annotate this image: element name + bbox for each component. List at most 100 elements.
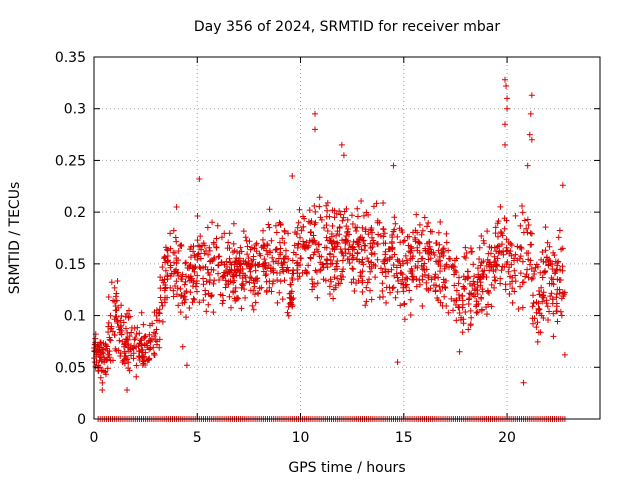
- data-point: [476, 244, 483, 251]
- data-point: [181, 299, 188, 306]
- data-point: [465, 326, 472, 333]
- data-point: [411, 234, 418, 241]
- data-point: [272, 222, 279, 229]
- data-point: [511, 267, 518, 274]
- data-point: [282, 247, 289, 254]
- data-point: [300, 223, 307, 230]
- data-point: [506, 291, 513, 298]
- data-point: [225, 239, 232, 246]
- data-point: [291, 242, 298, 249]
- data-point: [133, 331, 140, 338]
- data-point: [309, 286, 316, 293]
- data-point: [440, 279, 447, 286]
- data-point: [315, 241, 322, 248]
- data-point: [548, 290, 555, 297]
- data-point: [460, 283, 467, 290]
- data-point: [288, 275, 295, 282]
- data-point: [365, 258, 372, 265]
- data-point: [442, 285, 449, 292]
- data-point: [205, 269, 212, 276]
- data-point: [395, 278, 402, 285]
- data-point: [439, 302, 446, 309]
- data-point: [394, 256, 401, 263]
- data-point: [361, 247, 368, 254]
- data-point: [191, 296, 198, 303]
- data-point: [284, 264, 291, 271]
- data-point: [546, 308, 553, 315]
- data-point: [342, 238, 349, 245]
- data-point: [550, 276, 557, 283]
- data-point: [404, 275, 411, 282]
- data-point: [455, 291, 462, 298]
- data-point: [209, 219, 216, 226]
- data-point: [537, 269, 544, 276]
- data-point: [310, 251, 317, 258]
- data-point: [244, 243, 251, 250]
- data-point: [476, 256, 483, 263]
- y-tick-label: 0.05: [55, 360, 86, 376]
- data-point: [251, 245, 258, 252]
- data-point: [159, 277, 166, 284]
- data-point: [371, 250, 378, 257]
- data-point: [311, 126, 318, 133]
- data-point: [480, 237, 487, 244]
- data-point: [242, 234, 249, 241]
- data-point: [334, 257, 341, 264]
- data-point: [354, 213, 361, 220]
- data-point: [380, 226, 387, 233]
- data-point: [492, 230, 499, 237]
- data-point: [173, 291, 180, 298]
- data-point: [215, 270, 222, 277]
- data-point: [349, 245, 356, 252]
- data-point: [425, 245, 432, 252]
- axis-ticks: 0 0.05 0.1 0.15 0.2 0.25 0.3 0.35 0 5 10 15 20: [55, 50, 600, 446]
- data-point: [119, 338, 126, 345]
- data-point: [490, 268, 497, 275]
- data-point: [504, 95, 511, 102]
- data-point: [112, 307, 119, 314]
- data-point: [112, 313, 119, 320]
- data-point: [261, 260, 268, 267]
- data-point: [553, 294, 560, 301]
- data-point: [425, 219, 432, 226]
- data-point: [215, 261, 222, 268]
- data-point: [339, 217, 346, 224]
- data-point: [420, 262, 427, 269]
- data-point: [96, 351, 103, 358]
- data-point: [204, 224, 211, 231]
- data-point: [460, 316, 467, 323]
- data-point: [182, 278, 189, 285]
- data-point: [518, 245, 525, 252]
- data-point: [309, 237, 316, 244]
- data-point: [339, 257, 346, 264]
- data-point: [186, 263, 193, 270]
- data-point: [550, 310, 557, 317]
- data-point: [183, 362, 190, 369]
- data-point: [289, 257, 296, 264]
- data-point: [379, 288, 386, 295]
- data-point: [101, 368, 108, 375]
- data-point: [407, 249, 414, 256]
- data-point: [233, 263, 240, 270]
- data-point: [226, 293, 233, 300]
- data-point: [118, 327, 125, 334]
- data-point: [295, 219, 302, 226]
- data-point: [453, 287, 460, 294]
- data-point: [210, 241, 217, 248]
- data-point: [156, 310, 163, 317]
- data-point: [183, 288, 190, 295]
- data-point: [333, 232, 340, 239]
- data-point: [264, 251, 271, 258]
- data-point: [305, 218, 312, 225]
- data-point: [113, 347, 120, 354]
- data-point: [526, 261, 533, 268]
- data-point: [285, 267, 292, 274]
- data-point: [316, 194, 323, 201]
- data-point: [147, 345, 154, 352]
- data-point: [287, 290, 294, 297]
- data-point: [190, 243, 197, 250]
- data-point: [409, 267, 416, 274]
- data-point: [363, 298, 370, 305]
- data-point: [479, 286, 486, 293]
- data-point: [349, 221, 356, 228]
